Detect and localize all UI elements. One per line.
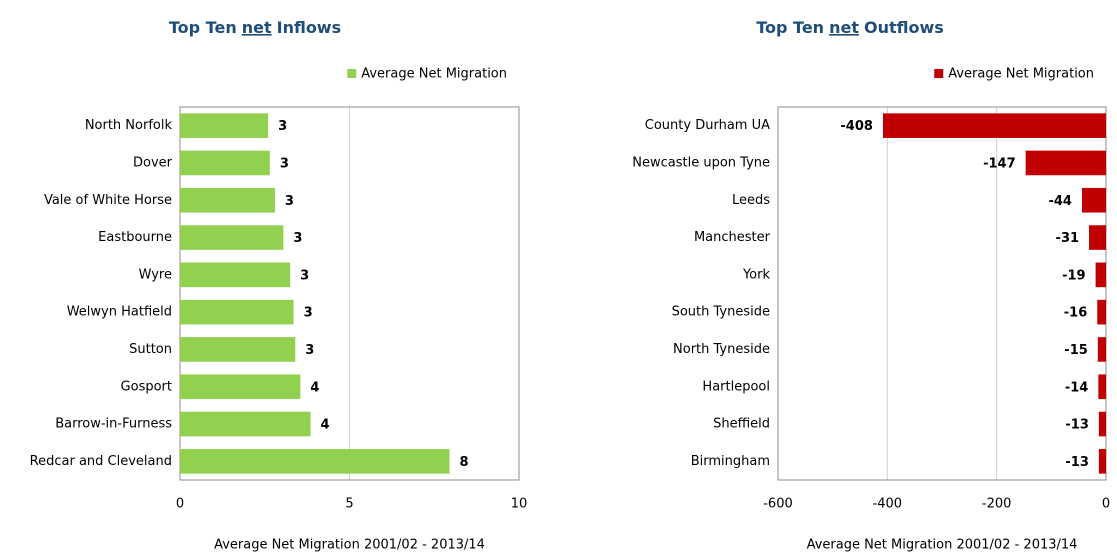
- x-tick-label: -400: [873, 497, 903, 512]
- x-tick-label: -200: [982, 497, 1012, 512]
- title-part: Top Ten: [756, 18, 824, 37]
- y-tick-label: Barrow-in-Furness: [55, 417, 172, 432]
- title-part: Outflows: [864, 18, 944, 37]
- y-tick-label: County Durham UA: [645, 118, 770, 133]
- bar: [180, 150, 270, 176]
- value-label: 3: [285, 194, 294, 209]
- value-label: -16: [1064, 306, 1088, 321]
- legend-swatch: [347, 69, 357, 78]
- y-tick-label: Birmingham: [691, 454, 770, 469]
- y-tick-label: North Tyneside: [673, 342, 770, 357]
- y-tick-label: Hartlepool: [702, 379, 770, 394]
- value-label: -31: [1056, 231, 1080, 246]
- bar: [1025, 150, 1106, 176]
- bar: [1089, 225, 1106, 250]
- bar: [180, 113, 269, 138]
- x-tick-label: 10: [511, 497, 528, 512]
- bar: [1097, 299, 1106, 325]
- bar: [1098, 411, 1106, 437]
- bar: [1098, 374, 1106, 400]
- y-tick-label: Dover: [133, 155, 173, 170]
- value-label: 3: [280, 156, 289, 171]
- value-label: 4: [321, 418, 330, 433]
- value-label: -19: [1062, 268, 1086, 283]
- x-axis-label: Average Net Migration 2001/02 - 2013/14: [214, 538, 485, 553]
- bar: [180, 225, 284, 250]
- bar: [1097, 337, 1106, 362]
- chart-title: Top Ten net Inflows: [169, 18, 341, 37]
- value-label: -14: [1065, 380, 1089, 395]
- title-part: net: [829, 18, 859, 37]
- title-part: Top Ten: [169, 18, 237, 37]
- x-tick-label: -600: [763, 497, 793, 512]
- value-label: -13: [1065, 418, 1089, 433]
- y-tick-label: Newcastle upon Tyne: [632, 155, 770, 170]
- y-tick-label: Leeds: [732, 193, 770, 208]
- bar: [180, 374, 301, 400]
- plot-border: [777, 106, 1107, 481]
- chart-title: Top Ten net Outflows: [756, 18, 944, 37]
- y-tick-label: Redcar and Cleveland: [30, 454, 172, 469]
- y-tick-label: Sheffield: [713, 417, 770, 432]
- y-tick-label: Manchester: [694, 230, 771, 245]
- value-label: 3: [300, 268, 309, 283]
- value-label: 3: [278, 119, 287, 134]
- y-tick-label: Welwyn Hatfield: [67, 305, 172, 320]
- x-tick-label: 5: [345, 497, 353, 512]
- bar: [180, 337, 296, 362]
- y-tick-label: York: [742, 267, 771, 282]
- value-label: 4: [310, 380, 319, 395]
- bar: [1098, 449, 1106, 474]
- value-label: -15: [1064, 343, 1088, 358]
- legend-label: Average Net Migration: [361, 67, 507, 82]
- bar: [882, 113, 1106, 138]
- legend-label: Average Net Migration: [948, 67, 1094, 82]
- value-label: -13: [1065, 455, 1089, 470]
- x-tick-label: 0: [1102, 497, 1110, 512]
- bar: [180, 262, 291, 288]
- y-tick-label: North Norfolk: [85, 118, 173, 133]
- value-label: -408: [840, 119, 873, 134]
- bar: [180, 449, 450, 474]
- y-tick-label: Wyre: [139, 267, 172, 282]
- y-tick-label: Vale of White Horse: [44, 193, 172, 208]
- plot-border: [179, 106, 520, 481]
- x-axis-label: Average Net Migration 2001/02 - 2013/14: [807, 538, 1078, 553]
- y-tick-label: South Tyneside: [672, 305, 770, 320]
- y-tick-label: Sutton: [129, 342, 172, 357]
- bar: [1095, 262, 1106, 288]
- bar: [1081, 187, 1106, 213]
- value-label: -147: [983, 156, 1016, 171]
- value-label: 8: [460, 455, 469, 470]
- value-label: -44: [1048, 194, 1072, 209]
- value-label: 3: [304, 306, 313, 321]
- x-tick-label: 0: [176, 497, 184, 512]
- bar: [180, 299, 294, 325]
- bar: [180, 187, 275, 213]
- y-tick-label: Gosport: [121, 379, 172, 394]
- legend-swatch: [934, 69, 944, 78]
- title-part: Inflows: [277, 18, 342, 37]
- y-tick-label: Eastbourne: [98, 230, 172, 245]
- title-part: net: [242, 18, 272, 37]
- value-label: 3: [293, 231, 302, 246]
- bar: [180, 411, 311, 437]
- value-label: 3: [305, 343, 314, 358]
